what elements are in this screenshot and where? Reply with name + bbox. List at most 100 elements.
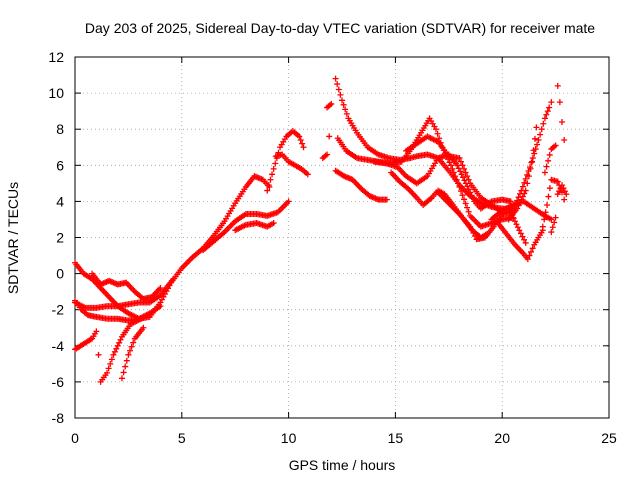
data-point xyxy=(541,216,548,223)
data-point xyxy=(527,165,534,172)
data-point xyxy=(552,142,559,149)
data-point xyxy=(122,363,129,370)
data-point xyxy=(528,159,535,166)
data-point xyxy=(467,223,474,230)
data-point xyxy=(524,256,531,263)
data-point xyxy=(304,171,311,178)
data-point xyxy=(342,106,349,113)
data-point xyxy=(561,196,568,203)
data-point xyxy=(457,168,464,175)
data-point xyxy=(470,195,477,202)
data-point xyxy=(542,209,549,216)
data-point xyxy=(272,160,279,167)
data-point xyxy=(459,162,466,169)
data-point xyxy=(334,81,341,88)
data-point xyxy=(465,186,472,193)
data-point xyxy=(452,173,459,180)
data-point xyxy=(455,180,462,187)
data-point xyxy=(432,126,439,133)
y-tick-label: 4 xyxy=(56,193,64,209)
data-point xyxy=(525,173,532,180)
data-point xyxy=(459,192,466,199)
data-point xyxy=(517,230,524,237)
data-point xyxy=(113,345,120,352)
x-tick-label: 0 xyxy=(71,430,79,446)
y-tick-label: 12 xyxy=(48,49,64,65)
data-point xyxy=(529,158,536,165)
data-point xyxy=(117,336,124,343)
data-point xyxy=(337,91,344,98)
data-point xyxy=(556,188,563,195)
data-point xyxy=(548,216,555,223)
data-point xyxy=(548,229,555,236)
x-tick-label: 25 xyxy=(601,430,617,446)
data-point xyxy=(531,150,538,157)
data-point xyxy=(541,169,548,176)
data-point xyxy=(538,126,545,133)
data-point xyxy=(530,147,537,154)
series-track xyxy=(548,182,570,236)
data-point xyxy=(521,190,528,197)
data-point xyxy=(116,339,123,346)
data-point xyxy=(462,169,469,176)
data-point xyxy=(546,151,553,158)
chart-title: Day 203 of 2025, Sidereal Day-to-day VTE… xyxy=(85,20,595,36)
data-point xyxy=(563,191,570,198)
y-tick-label: 2 xyxy=(56,230,64,246)
data-point xyxy=(300,144,307,151)
data-point xyxy=(559,189,566,196)
data-point xyxy=(560,185,567,192)
data-points xyxy=(72,75,570,385)
series-track xyxy=(505,124,540,223)
data-point xyxy=(517,199,523,206)
data-point xyxy=(464,173,471,180)
data-point xyxy=(521,236,528,243)
data-point xyxy=(127,347,134,354)
data-point xyxy=(456,155,463,162)
data-point xyxy=(450,169,457,176)
data-point xyxy=(170,276,177,283)
data-point xyxy=(524,180,531,187)
data-point xyxy=(554,178,561,185)
data-point xyxy=(93,328,100,335)
series-track xyxy=(200,198,292,254)
data-point xyxy=(554,191,561,198)
data-point xyxy=(464,183,471,190)
data-point xyxy=(551,219,558,226)
x-tick-label: 15 xyxy=(388,430,404,446)
series-track xyxy=(118,324,147,382)
data-point xyxy=(533,124,540,131)
series-track xyxy=(272,151,311,178)
data-point xyxy=(559,118,566,125)
data-point xyxy=(95,351,102,358)
data-point xyxy=(449,165,456,172)
data-point xyxy=(460,174,467,181)
data-point xyxy=(526,252,533,259)
data-point xyxy=(522,187,529,194)
data-point xyxy=(546,104,553,111)
data-point xyxy=(534,141,541,148)
series-track xyxy=(72,315,145,385)
data-point xyxy=(461,196,468,203)
data-point xyxy=(554,82,561,89)
x-axis-label: GPS time / hours xyxy=(289,457,396,473)
data-point xyxy=(522,175,529,182)
data-point xyxy=(540,120,547,127)
data-point xyxy=(519,193,526,200)
data-point xyxy=(514,205,521,212)
data-point xyxy=(130,339,137,346)
y-tick-label: -2 xyxy=(52,302,65,318)
series-track xyxy=(539,176,568,230)
data-point xyxy=(120,369,127,376)
data-point xyxy=(343,110,350,117)
series-track xyxy=(324,100,335,111)
data-point xyxy=(326,133,333,140)
data-point xyxy=(458,158,465,165)
data-point xyxy=(458,188,465,195)
data-point xyxy=(543,163,550,170)
data-point xyxy=(543,111,550,118)
data-point xyxy=(434,130,441,137)
data-point xyxy=(552,214,559,221)
data-point xyxy=(515,202,522,209)
series-track xyxy=(232,220,277,234)
